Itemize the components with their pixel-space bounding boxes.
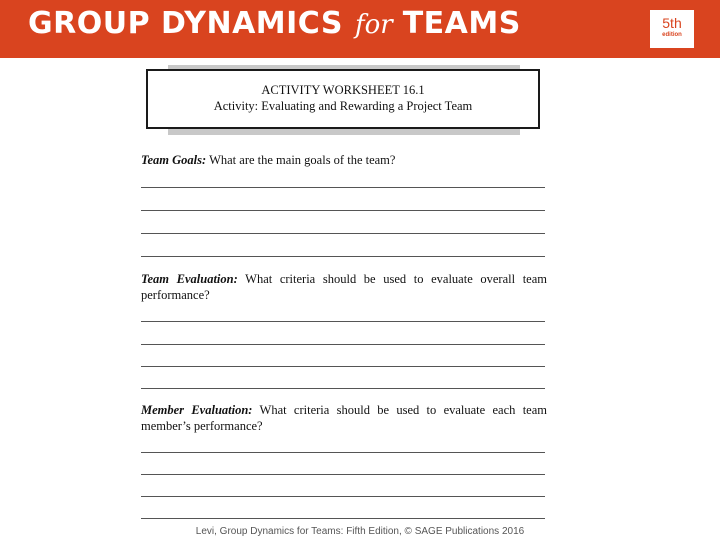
- book-title: GROUP DYNAMICS for TEAMS: [28, 6, 521, 52]
- answer-line[interactable]: [141, 256, 545, 257]
- title-part2: TEAMS: [402, 6, 521, 41]
- edition-badge: 5th edition: [650, 10, 694, 48]
- title-part1: GROUP DYNAMICS: [28, 6, 343, 41]
- question-text: What criteria should be used to evaluate…: [141, 272, 547, 302]
- answer-line[interactable]: [141, 452, 545, 453]
- answer-line[interactable]: [141, 233, 545, 234]
- edition-number: 5th: [662, 15, 682, 31]
- question-team-evaluation: Team Evaluation: What criteria should be…: [141, 271, 547, 303]
- answer-line[interactable]: [141, 474, 545, 475]
- answer-line[interactable]: [141, 344, 545, 345]
- footer-citation: Levi, Group Dynamics for Teams: Fifth Ed…: [195, 526, 525, 537]
- question-text: What are the main goals of the team?: [209, 153, 396, 167]
- header-banner: GROUP DYNAMICS for TEAMS 5th edition: [0, 0, 720, 58]
- edition-word: edition: [662, 32, 682, 38]
- answer-line[interactable]: [141, 321, 545, 322]
- answer-line[interactable]: [141, 388, 545, 389]
- answer-line[interactable]: [141, 496, 545, 497]
- question-label: Team Goals:: [141, 153, 207, 167]
- worksheet-subtitle: Activity: Evaluating and Rewarding a Pro…: [213, 99, 473, 113]
- question-label: Team Evaluation:: [141, 272, 238, 286]
- worksheet-title-box: ACTIVITY WORKSHEET 16.1 Activity: Evalua…: [146, 69, 540, 129]
- question-member-evaluation: Member Evaluation: What criteria should …: [141, 402, 547, 434]
- question-label: Member Evaluation:: [141, 403, 253, 417]
- answer-line[interactable]: [141, 187, 545, 188]
- answer-line[interactable]: [141, 366, 545, 367]
- question-text: What criteria should be used to evaluate…: [141, 403, 547, 433]
- worksheet-heading: ACTIVITY WORKSHEET 16.1: [261, 83, 425, 97]
- answer-line[interactable]: [141, 518, 545, 519]
- title-for: for: [354, 10, 393, 40]
- answer-line[interactable]: [141, 210, 545, 211]
- question-team-goals: Team Goals: What are the main goals of t…: [141, 152, 547, 168]
